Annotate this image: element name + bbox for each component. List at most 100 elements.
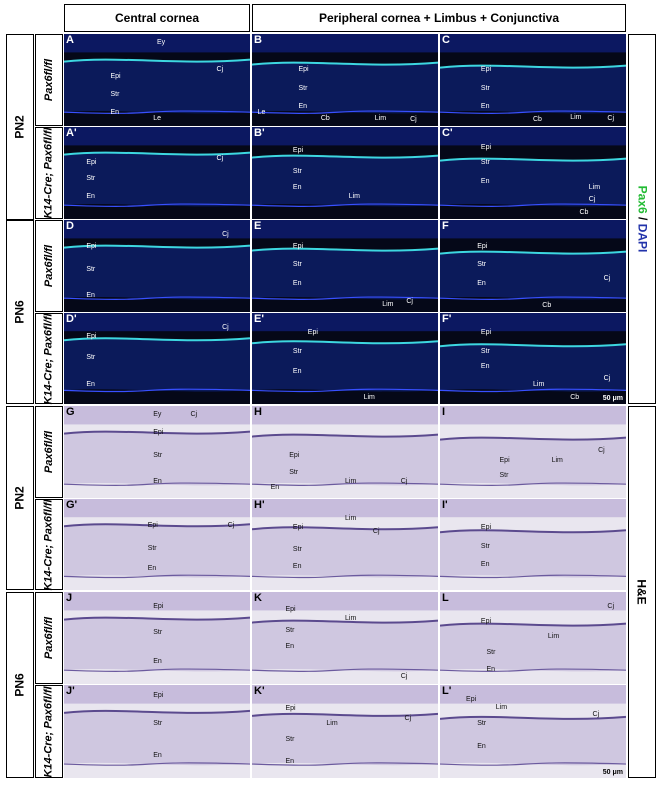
tissue-label: Str bbox=[480, 347, 490, 355]
panel-a: A Ey Epi Str En Le Cj bbox=[64, 34, 250, 126]
tissue-label: Ey bbox=[157, 38, 166, 46]
tissue-label: En bbox=[153, 477, 162, 485]
panel-e2: E' Epi Str En Lim bbox=[252, 313, 438, 404]
tissue-label: En bbox=[292, 367, 302, 375]
tissue-label: Cj bbox=[216, 66, 224, 74]
tissue-label: Epi bbox=[298, 66, 309, 74]
panel-c2: C' Epi Str En Lim Cj Cb bbox=[440, 127, 626, 219]
panel-letter: B bbox=[254, 34, 262, 46]
panel-k2: K' Epi Lim Cj Str En bbox=[252, 685, 438, 778]
tissue-label: Str bbox=[480, 159, 490, 167]
panel-j: J Epi Str En bbox=[64, 592, 250, 684]
tissue-label: Str bbox=[480, 84, 490, 92]
tissue-label: En bbox=[270, 484, 280, 492]
tissue-label: En bbox=[147, 564, 157, 572]
tissue-label: Epi bbox=[480, 329, 492, 337]
tissue-label: Str bbox=[153, 720, 163, 728]
tissue-label: Str bbox=[285, 736, 295, 744]
tissue-label: En bbox=[285, 757, 295, 765]
tissue-label: Str bbox=[285, 626, 295, 634]
panel-h: H Epi Str En Lim Cj bbox=[252, 406, 438, 498]
tissue-label: Le bbox=[257, 109, 266, 117]
panel-letter: L bbox=[442, 592, 449, 604]
tissue-label: Epi bbox=[292, 147, 304, 155]
tissue-label: Cb bbox=[542, 302, 552, 309]
tissue-label: En bbox=[86, 381, 95, 389]
tissue-label: Str bbox=[153, 452, 163, 459]
panel-b2: B' Epi Str En Lim bbox=[252, 127, 438, 219]
tissue-label: Lim bbox=[495, 703, 508, 711]
tissue-label: Str bbox=[289, 468, 299, 476]
age-label-pn2-he: PN2 bbox=[6, 406, 34, 590]
tissue-label: Cj bbox=[592, 711, 600, 719]
panel-l2: L' Epi Lim Cj Str En 50 μm bbox=[440, 685, 626, 778]
tissue-label: Epi bbox=[480, 617, 492, 625]
tissue-label: Cj bbox=[607, 114, 615, 122]
tissue-label: Str bbox=[480, 542, 490, 550]
panel-letter: H' bbox=[254, 499, 265, 511]
tissue-label: Ey bbox=[153, 410, 162, 418]
tissue-label: Epi bbox=[480, 143, 492, 151]
tissue-label: Cb bbox=[570, 394, 580, 401]
tissue-label: Str bbox=[86, 174, 96, 182]
tissue-label: En bbox=[480, 560, 490, 568]
tissue-label: En bbox=[292, 279, 302, 287]
panel-f: F Epi Str En Cj Cb bbox=[440, 220, 626, 312]
panel-letter: J' bbox=[66, 685, 75, 697]
panel-letter: I' bbox=[442, 499, 448, 511]
panel-letter: A' bbox=[66, 127, 77, 139]
genotype-label-control: Pax6fl/fl bbox=[35, 220, 63, 312]
tissue-label: Epi bbox=[86, 333, 97, 341]
tissue-label: Lim bbox=[345, 615, 357, 622]
panel-letter: H bbox=[254, 406, 262, 418]
tissue-label: Cb bbox=[533, 116, 542, 123]
tissue-label: Str bbox=[86, 266, 96, 273]
tissue-label: Epi bbox=[86, 159, 97, 167]
tissue-label: Lim bbox=[533, 381, 545, 389]
tissue-label: Lim bbox=[345, 515, 357, 523]
tissue-label: Epi bbox=[477, 243, 488, 250]
tissue-label: Cj bbox=[227, 521, 235, 529]
tissue-label: Str bbox=[486, 649, 496, 657]
panel-j2: J' Epi Str En bbox=[64, 685, 250, 778]
panel-letter: I bbox=[442, 406, 446, 418]
tissue-label: Epi bbox=[153, 429, 164, 436]
scale-bar-label: 50 μm bbox=[602, 395, 623, 402]
panel-letter: E' bbox=[254, 313, 264, 325]
genotype-label-mutant: K14-Cre; Pax6fl/fl bbox=[35, 127, 63, 219]
tissue-label: Epi bbox=[307, 329, 318, 337]
panel-a2: A' Epi Str En Cj bbox=[64, 127, 250, 219]
tissue-label: Lim bbox=[547, 633, 560, 641]
panel-letter: E bbox=[254, 220, 262, 232]
tissue-label: Epi bbox=[480, 524, 492, 532]
tissue-label: Epi bbox=[289, 452, 300, 459]
header-central-cornea: Central cornea bbox=[64, 4, 250, 32]
genotype-label-mutant: K14-Cre; Pax6fl/fl bbox=[35, 685, 63, 778]
tissue-label: Str bbox=[292, 261, 302, 269]
tissue-label: Cj bbox=[222, 323, 229, 331]
genotype-label-mutant: K14-Cre; Pax6fl/fl bbox=[35, 499, 63, 590]
tissue-label: Cj bbox=[190, 410, 198, 418]
tissue-label: Epi bbox=[292, 243, 304, 250]
tissue-label: Cj bbox=[410, 116, 417, 123]
panel-letter: D' bbox=[66, 313, 77, 325]
tissue-label: En bbox=[153, 658, 162, 666]
tissue-label: Str bbox=[292, 546, 302, 554]
panel-i: I Epi Str Lim Cj bbox=[440, 406, 626, 498]
tissue-label: Cj bbox=[216, 154, 224, 162]
age-label-pn6-if: PN6 bbox=[6, 220, 34, 404]
panel-l: L Epi Cj Lim Str En bbox=[440, 592, 626, 684]
panel-letter: C' bbox=[442, 127, 453, 139]
age-label-pn2-if: PN2 bbox=[6, 34, 34, 220]
tissue-label: Epi bbox=[292, 524, 304, 532]
tissue-label: En bbox=[153, 751, 162, 759]
tissue-label: Lim bbox=[570, 114, 582, 122]
tissue-label: Cj bbox=[400, 477, 408, 485]
panel-g2: G' Epi Cj Str En bbox=[64, 499, 250, 590]
tissue-label: Cj bbox=[603, 275, 611, 283]
tissue-label: Str bbox=[292, 168, 302, 176]
header-peripheral-cornea: Peripheral cornea + Limbus + Conjunctiva bbox=[252, 4, 626, 32]
panel-i2: I' Epi Str En bbox=[440, 499, 626, 590]
genotype-label-mutant: K14-Cre; Pax6fl/fl bbox=[35, 313, 63, 404]
tissue-label: Epi bbox=[147, 521, 158, 529]
